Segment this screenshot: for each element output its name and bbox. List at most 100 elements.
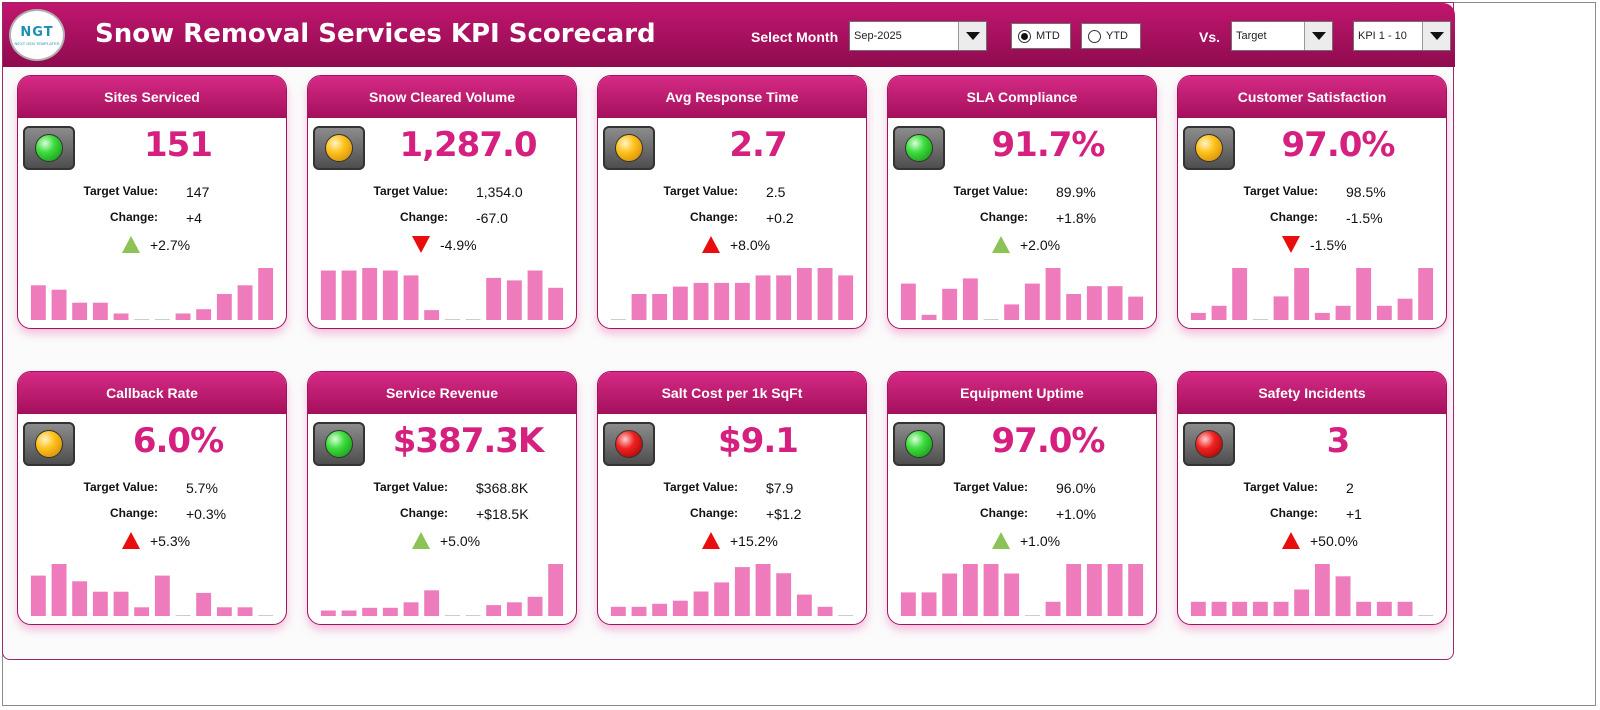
trend-bar xyxy=(154,319,170,320)
target-value-label: Target Value: xyxy=(373,184,448,198)
kpi-value: 3 xyxy=(1326,421,1351,461)
triangle-up-icon xyxy=(122,236,140,253)
trend-bar xyxy=(1376,601,1392,616)
kpi-card-title: Callback Rate xyxy=(18,372,286,414)
traffic-light-icon xyxy=(23,126,75,170)
kpi-card-title: Safety Incidents xyxy=(1178,372,1446,414)
chevron-down-icon[interactable] xyxy=(1422,22,1450,50)
trend-bar-chart xyxy=(30,268,274,320)
trend-bar xyxy=(755,275,771,320)
triangle-up-icon xyxy=(992,532,1010,549)
compare-dropdown[interactable]: Target xyxy=(1231,21,1333,51)
target-value: 89.9% xyxy=(1056,184,1096,200)
change-label: Change: xyxy=(690,210,738,224)
trend-bar xyxy=(486,277,502,320)
trend-bar xyxy=(1273,601,1289,616)
trend-bar xyxy=(942,288,958,320)
trend-bar xyxy=(755,564,771,616)
kpi-card: Salt Cost per 1k SqFt $9.1 Target Value: $7… xyxy=(597,371,867,625)
kpi-card-title: Equipment Uptime xyxy=(888,372,1156,414)
trend-bar xyxy=(1045,268,1061,320)
trend-bar xyxy=(1252,601,1268,616)
trend-percent: +2.7% xyxy=(150,236,191,253)
trend-bar xyxy=(258,268,274,320)
trend-bar xyxy=(403,275,419,320)
mtd-radio-label: MTD xyxy=(1036,30,1060,42)
status-light-icon xyxy=(1195,430,1223,458)
kpi-card-title: Service Revenue xyxy=(308,372,576,414)
trend-bar xyxy=(1211,305,1227,320)
mtd-radio[interactable]: MTD xyxy=(1011,23,1071,49)
ytd-radio[interactable]: YTD xyxy=(1081,23,1141,49)
trend-bar xyxy=(1004,573,1020,616)
trend-bar xyxy=(341,270,357,320)
kpi-card: Avg Response Time 2.7 Target Value: 2.5 Chan… xyxy=(597,75,867,329)
kpi-range-dropdown[interactable]: KPI 1 - 10 xyxy=(1353,21,1451,51)
radio-unselected-icon[interactable] xyxy=(1088,29,1101,43)
status-light-icon xyxy=(905,430,933,458)
change-value: +1 xyxy=(1346,506,1362,522)
trend-percent: -4.9% xyxy=(440,236,477,253)
trend-bar xyxy=(921,314,937,320)
trend-bar xyxy=(216,294,232,320)
trend-bar xyxy=(113,313,129,320)
trend-bar xyxy=(1335,576,1351,616)
trend-bar xyxy=(1314,312,1330,320)
trend-indicator: +5.0% xyxy=(412,532,480,549)
trend-bar xyxy=(72,581,88,616)
trend-bar xyxy=(341,610,357,616)
kpi-card: Callback Rate 6.0% Target Value: 5.7% Change… xyxy=(17,371,287,625)
trend-bar xyxy=(1045,601,1061,616)
trend-bar xyxy=(1190,601,1206,616)
trend-indicator: +1.0% xyxy=(992,532,1060,549)
trend-bar-chart xyxy=(610,564,854,616)
trend-indicator: -4.9% xyxy=(412,236,477,253)
target-value: 98.5% xyxy=(1346,184,1386,200)
trend-percent: -1.5% xyxy=(1310,236,1347,253)
month-dropdown-value: Sep-2025 xyxy=(854,30,902,42)
change-label: Change: xyxy=(400,506,448,520)
kpi-card: Equipment Uptime 97.0% Target Value: 96.0% C… xyxy=(887,371,1157,625)
radio-selected-icon[interactable] xyxy=(1018,29,1031,43)
status-light-icon xyxy=(325,134,353,162)
chevron-down-icon[interactable] xyxy=(1304,22,1332,50)
trend-bar xyxy=(216,607,232,616)
trend-bar xyxy=(424,310,440,320)
trend-bar xyxy=(838,275,854,320)
change-label: Change: xyxy=(110,210,158,224)
trend-bar xyxy=(1190,312,1206,320)
trend-bar xyxy=(1024,283,1040,320)
vs-label: Vs. xyxy=(1199,29,1221,45)
trend-bar xyxy=(258,615,274,616)
chevron-down-icon[interactable] xyxy=(958,22,986,50)
trend-bar xyxy=(506,280,522,320)
trend-bar xyxy=(610,606,626,616)
month-dropdown[interactable]: Sep-2025 xyxy=(849,21,987,51)
kpi-card-title: Salt Cost per 1k SqFt xyxy=(598,372,866,414)
trend-indicator: +5.3% xyxy=(122,532,190,549)
target-value-label: Target Value: xyxy=(1243,184,1318,198)
triangle-up-icon xyxy=(702,236,720,253)
kpi-card: Customer Satisfaction 97.0% Target Value: 9… xyxy=(1177,75,1447,329)
triangle-down-icon xyxy=(1282,236,1300,253)
status-light-icon xyxy=(905,134,933,162)
trend-bar-chart xyxy=(1190,564,1434,616)
target-value-label: Target Value: xyxy=(1243,480,1318,494)
trend-bar xyxy=(1086,286,1102,320)
kpi-card-title: SLA Compliance xyxy=(888,76,1156,118)
trend-bar xyxy=(1314,564,1330,616)
trend-bar xyxy=(1356,268,1372,320)
trend-indicator: -1.5% xyxy=(1282,236,1347,253)
trend-bar xyxy=(983,319,999,320)
logo-subtext: NEXT GEN TEMPLATES xyxy=(14,40,60,46)
target-value-label: Target Value: xyxy=(83,480,158,494)
trend-bar xyxy=(734,567,750,616)
trend-bar xyxy=(1252,319,1268,320)
trend-bar xyxy=(631,606,647,616)
trend-bar xyxy=(113,591,129,616)
change-value: +0.2 xyxy=(766,210,794,226)
trend-bar xyxy=(1066,294,1082,320)
kpi-card: Safety Incidents 3 Target Value: 2 Change: +1… xyxy=(1177,371,1447,625)
trend-bar xyxy=(382,607,398,616)
kpi-value: $9.1 xyxy=(718,421,799,461)
